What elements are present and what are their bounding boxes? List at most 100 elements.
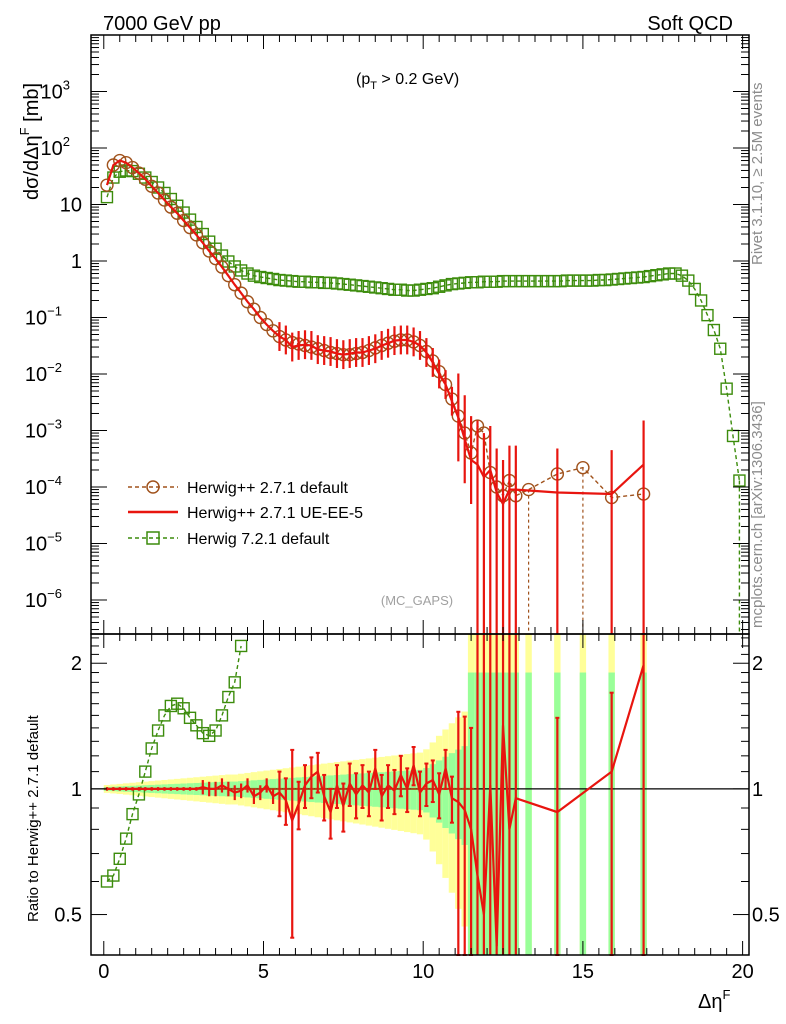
marker-circle-herwigpp [234, 286, 248, 300]
y-tick-label-main: 102 [41, 134, 70, 160]
ratio-marker-square-herwig7 [107, 869, 120, 882]
marker-circle-herwigpp [113, 153, 127, 168]
analysis-tag: (MC_GAPS) [381, 593, 453, 608]
marker-square-herwig7 [662, 267, 676, 280]
marker-square-herwig7 [516, 274, 529, 288]
marker-square-herwig7 [202, 235, 216, 248]
y-tick-label-ratio-right: 2 [752, 653, 763, 675]
y-tick-label-ratio-right: 1 [752, 779, 763, 801]
y-tick-label-main: 10−2 [25, 360, 62, 386]
x-axis-title: ΔηF [698, 987, 730, 1013]
energy-label: 7000 GeV pp [103, 13, 221, 35]
marker-square-herwig7 [369, 281, 382, 294]
marker-square-herwig7 [631, 271, 644, 284]
marker-square-herwig7 [599, 273, 612, 287]
marker-square-herwig7 [733, 474, 746, 487]
marker-square-herwig7 [701, 308, 714, 322]
marker-square-herwig7 [592, 273, 606, 287]
marker-square-herwig7 [560, 274, 574, 287]
ratio-marker-square-herwig7 [228, 676, 241, 689]
ratio-marker-square-herwig7 [171, 697, 184, 710]
marker-square-herwig7 [100, 190, 114, 204]
marker-square-herwig7 [579, 274, 593, 287]
marker-square-herwig7 [726, 429, 740, 443]
marker-square-herwig7 [605, 273, 618, 286]
marker-square-herwig7 [254, 270, 267, 284]
marker-square-herwig7 [388, 283, 401, 296]
cut-label: (pT > 0.2 GeV) [356, 71, 459, 92]
ratio-line-herwig7 [106, 645, 242, 883]
marker-square-herwig7 [228, 260, 241, 273]
marker-square-herwig7 [714, 342, 727, 355]
legend-marker-circle [146, 480, 160, 494]
ratio-marker-square-herwig7 [209, 724, 222, 737]
y-tick-label-ratio: 0.5 [54, 905, 82, 927]
legend-entry-herwigpp-ue-ee-5: Herwig++ 2.7.1 UE-EE-5 [128, 505, 363, 522]
marker-square-herwig7 [445, 277, 459, 291]
y-tick-label-main: 10−6 [25, 586, 62, 612]
marker-square-herwig7 [509, 274, 523, 288]
marker-square-herwig7 [119, 164, 133, 177]
axes-group: 0 5 10 15 2010310210110−110−210−310−410−510−… [25, 34, 780, 983]
marker-circle-herwigpp [100, 178, 114, 192]
marker-square-herwig7 [407, 284, 420, 297]
marker-square-herwig7 [439, 279, 452, 292]
y-tick-label-main: 10−4 [25, 473, 62, 499]
y-tick-label-main: 10 [60, 194, 82, 216]
x-tick-label: 10 [412, 961, 434, 983]
y-tick-label-main: 103 [41, 77, 70, 103]
ratio-marker-square-herwig7 [222, 690, 235, 704]
marker-square-herwig7 [349, 279, 363, 292]
band-green [410, 770, 417, 810]
marker-circle-herwigpp [247, 302, 261, 316]
marker-square-herwig7 [317, 276, 331, 290]
ratio-marker-square-herwig7 [215, 709, 229, 722]
marker-square-herwig7 [356, 279, 369, 293]
x-tick-label: 5 [258, 961, 269, 983]
marker-square-herwig7 [177, 206, 190, 219]
marker-square-herwig7 [394, 283, 408, 296]
ratio-marker-square-herwig7 [158, 709, 171, 722]
marker-square-herwig7 [669, 267, 682, 280]
marker-circle-herwigpp [208, 251, 223, 266]
marker-square-herwig7 [305, 276, 318, 289]
ratio-panel-frame [90, 633, 750, 956]
marker-square-herwig7 [452, 277, 465, 290]
marker-square-herwig7 [381, 282, 395, 296]
marker-square-herwig7 [650, 269, 663, 282]
marker-square-herwig7 [624, 271, 638, 285]
marker-square-herwig7 [171, 199, 184, 212]
y-tick-label-ratio: 1 [71, 779, 82, 801]
marker-square-herwig7 [343, 278, 356, 291]
rivet-label: Rivet 3.1.10, ≥ 2.5M events [749, 83, 766, 266]
marker-square-herwig7 [720, 382, 733, 395]
ratio-series-group [91, 633, 749, 956]
marker-circle-herwigpp [215, 260, 229, 274]
marker-square-herwig7 [458, 276, 471, 290]
marker-square-herwig7 [375, 281, 388, 295]
marker-square-herwig7 [401, 284, 414, 297]
marker-square-herwig7 [209, 242, 222, 255]
marker-square-herwig7 [688, 282, 701, 296]
x-tick-label: 0 [98, 961, 109, 983]
legend-label-herwigpp-default: Herwig++ 2.7.1 default [187, 480, 349, 497]
marker-square-herwig7 [490, 275, 503, 288]
legend-label-herwig7-default: Herwig 7.2.1 default [187, 531, 330, 548]
marker-square-herwig7 [164, 192, 178, 206]
marker-square-herwig7 [311, 276, 324, 289]
ratio-marker-square-herwig7 [139, 765, 152, 778]
marker-square-herwig7 [260, 271, 273, 285]
marker-square-herwig7 [413, 283, 427, 296]
ratio-marker-square-herwig7 [151, 724, 165, 737]
marker-square-herwig7 [535, 274, 548, 288]
x-tick-label: 20 [731, 961, 753, 983]
marker-square-herwig7 [324, 276, 337, 290]
ratio-marker-square-herwig7 [177, 702, 190, 715]
marker-square-herwig7 [567, 274, 580, 287]
marker-square-herwig7 [496, 274, 510, 288]
marker-square-herwig7 [279, 274, 293, 287]
marker-square-herwig7 [330, 277, 344, 290]
y-axis-title-main: dσ/dΔηF [mb] [17, 83, 43, 200]
y-tick-label-main: 10−5 [25, 529, 62, 555]
